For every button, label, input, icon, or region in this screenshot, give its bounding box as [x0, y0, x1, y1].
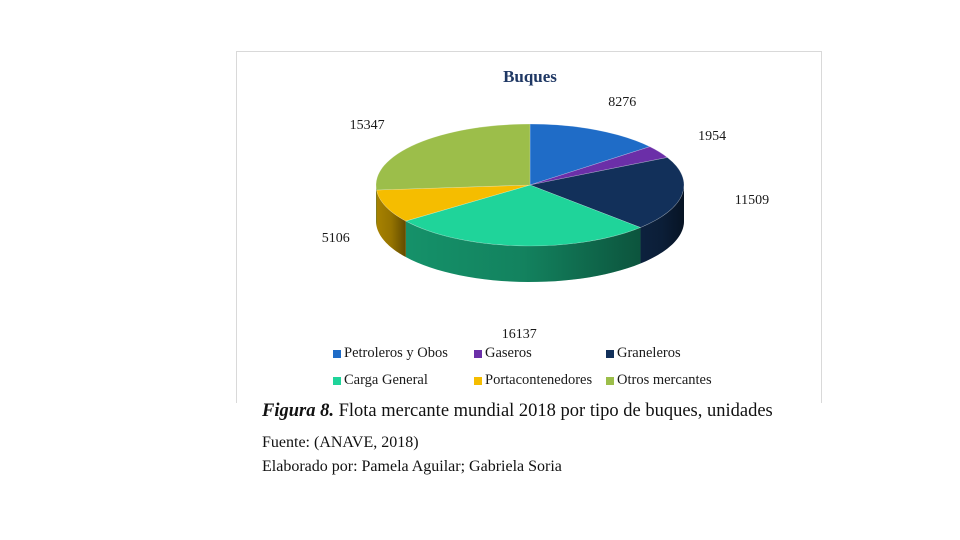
chart-title: Buques: [503, 67, 557, 86]
legend-item-otros-mercantes: Otros mercantes: [606, 372, 712, 389]
data-label-portacontenedores: 5106: [322, 231, 350, 246]
legend-label: Petroleros y Obos: [344, 345, 448, 361]
legend-item-gaseros: Gaseros: [474, 345, 532, 362]
figure-caption-text: Flota mercante mundial 2018 por tipo de …: [333, 401, 773, 421]
legend-swatch: [606, 376, 614, 385]
legend-item-carga-general: Carga General: [333, 372, 428, 389]
pie-slice-otros-mercantes: [375, 123, 531, 191]
data-label-petroleros-y-obos: 8276: [608, 95, 636, 110]
pie-chart: Buques 8276 1954 11509 16137 5106 15347: [322, 67, 769, 342]
pie-slice-petroleros-y-obos: [529, 123, 651, 186]
legend-item-petroleros-y-obos: Petroleros y Obos: [333, 345, 448, 362]
pie-slice-carga-general: [404, 184, 642, 247]
pie-slice-graneleros: [528, 157, 685, 228]
pie-slice-gaseros: [529, 146, 669, 186]
chart-frame: Buques 8276 1954 11509 16137 5106 15347 Petro…: [236, 51, 822, 403]
legend-swatch: [474, 376, 482, 385]
legend-label: Otros mercantes: [617, 372, 712, 388]
source-line: Fuente: (ANAVE, 2018): [262, 434, 419, 451]
pie-side-shade: [376, 190, 406, 258]
data-label-graneleros: 11509: [735, 193, 769, 208]
legend-swatch: [333, 376, 341, 385]
pie-slice-portacontenedores: [376, 184, 531, 222]
figure-caption: Figura 8. Flota mercante mundial 2018 po…: [262, 401, 773, 422]
pie-slices: [375, 123, 685, 247]
data-label-carga-general: 16137: [502, 327, 537, 342]
author-line: Elaborado por: Pamela Aguilar; Gabriela …: [262, 458, 562, 475]
data-label-gaseros: 1954: [698, 129, 726, 144]
legend-swatch: [333, 349, 341, 358]
pie-side-shade: [405, 221, 641, 282]
pie-data-labels: 8276 1954 11509 16137 5106 15347: [322, 95, 769, 342]
legend-swatch: [474, 349, 482, 358]
legend-label: Gaseros: [485, 345, 532, 361]
legend-item-portacontenedores: Portacontenedores: [474, 372, 592, 389]
legend-item-graneleros: Graneleros: [606, 345, 681, 362]
legend-label: Portacontenedores: [485, 372, 593, 388]
pie-sides: [376, 185, 684, 282]
legend-label: Graneleros: [617, 345, 681, 361]
legend-label: Carga General: [344, 372, 428, 388]
pie-side-shade: [376, 185, 377, 227]
pie-side-shade: [640, 185, 684, 264]
legend-swatch: [606, 349, 614, 358]
figure-label: Figura 8.: [262, 401, 334, 421]
data-label-otros-mercantes: 15347: [350, 118, 385, 133]
